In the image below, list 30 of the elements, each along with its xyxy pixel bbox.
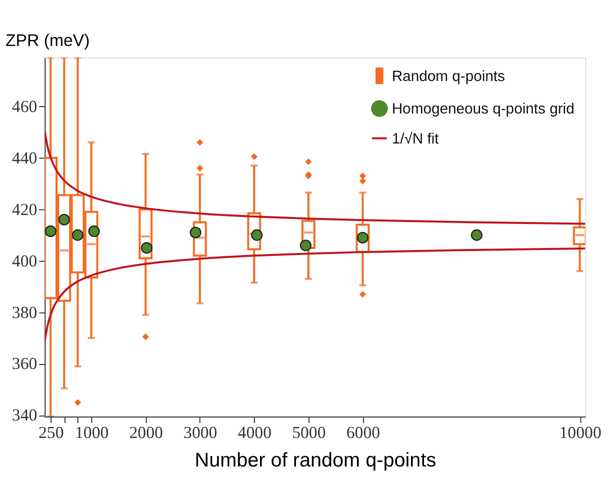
point (470, 229, 482, 241)
x-tick-label: 5000 (292, 422, 326, 442)
point (190, 226, 202, 238)
point (300, 240, 312, 252)
point (72, 229, 84, 241)
x-tick-label: 6000 (346, 422, 380, 442)
point (140, 242, 152, 254)
y-tick-label: 400 (12, 251, 38, 270)
legend-label: Random q-points (392, 68, 505, 85)
x-tick-label: 4000 (238, 422, 272, 442)
y-tick-label: 420 (12, 200, 38, 219)
legend-label: 1/√N fit (392, 131, 440, 148)
y-tick-label: 460 (12, 96, 38, 116)
y-tick-label: 440 (12, 148, 38, 168)
line-series (44, 130, 586, 225)
legend-label: Homogeneous q-points grid (392, 102, 574, 118)
x-tick-label: 250 (38, 422, 64, 442)
point (58, 214, 70, 226)
y-tick-label: 360 (12, 354, 38, 374)
point (88, 225, 100, 238)
x-tick-label: 3000 (184, 422, 218, 442)
x-axis-title: Number of random q-points (194, 450, 436, 472)
y-tick-label: 380 (12, 302, 38, 322)
x-tick-label: 2000 (129, 422, 163, 442)
point (44, 225, 56, 238)
y-tick-label: 340 (12, 406, 38, 425)
x-tick-label: 10000 (559, 422, 602, 442)
line-series (44, 247, 586, 342)
y-axis-title: ZPR (meV) (5, 31, 90, 50)
x-tick-label: 1000 (74, 422, 109, 442)
